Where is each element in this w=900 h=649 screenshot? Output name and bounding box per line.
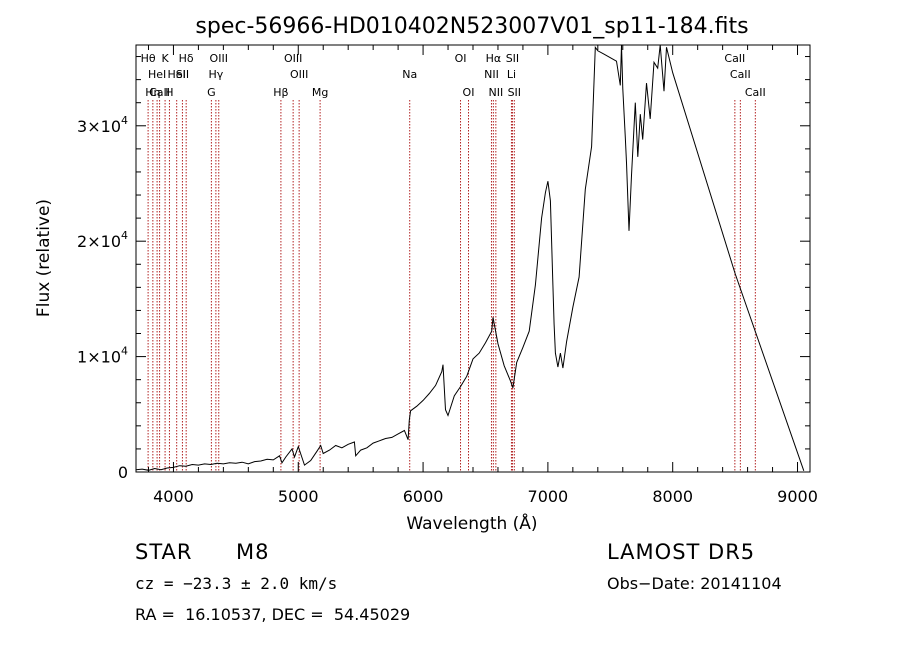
marker-label: OI [455,52,467,65]
coordinates: RA = 16.10537, DEC = 54.45029 [135,605,411,624]
observation-date: Obs−Date: 20141104 [607,574,782,593]
marker-label: Hη [145,86,160,99]
emission-line-markers: HθHηHeICaIIKHHeISIIHδGHγOIIIHβOIIIOIIIMg… [141,52,766,472]
marker-label: Hγ [208,68,223,81]
marker-label: CaII [724,52,745,65]
marker-label: OIII [284,52,302,65]
marker-label: Hα [486,52,502,65]
marker-label: Li [507,68,516,81]
marker-label: CaII [745,86,766,99]
marker-label: SII [506,52,519,65]
marker-label: NII [484,68,499,81]
marker-label: Na [402,68,417,81]
marker-label: G [207,86,216,99]
marker-label: K [161,52,169,65]
y-tick-label: 0 [118,463,128,482]
marker-label: CaII [149,86,170,99]
marker-label: HeI [168,68,186,81]
marker-label: HeI [148,68,166,81]
marker-label: Hβ [273,86,288,99]
marker-label: Mg [312,86,328,99]
marker-label: OIII [210,52,228,65]
marker-label: OIII [290,68,308,81]
object-subclass: M8 [236,540,270,564]
y-tick-label: 3×104 [77,114,128,136]
marker-label: SII [508,86,521,99]
marker-label: CaII [730,68,751,81]
object-class: STAR [135,540,193,564]
plot-frame [135,44,811,473]
x-tick-label: 5000 [278,487,319,506]
marker-label: Hδ [179,52,194,65]
x-tick-label: 9000 [777,487,818,506]
x-axis-label: Wavelength (Å) [406,512,537,534]
marker-label: NII [488,86,503,99]
chart-title: spec-56966-HD010402N523007V01_sp11-184.f… [195,14,748,39]
x-tick-label: 8000 [652,487,693,506]
y-tick-label: 2×104 [77,229,128,251]
redshift-velocity: cz = −23.3 ± 2.0 km/s [135,574,338,593]
marker-label: SII [176,68,189,81]
axis-ticks [136,45,810,473]
survey-name: LAMOST DR5 [607,540,756,564]
y-tick-labels: 0 1×104 2×104 3×104 [77,114,128,482]
marker-label: OI [463,86,475,99]
y-tick-label: 1×104 [77,345,128,367]
x-tick-label: 6000 [403,487,444,506]
x-tick-label: 7000 [528,487,569,506]
x-tick-label: 4000 [153,487,194,506]
marker-label: Hθ [141,52,156,65]
x-tick-labels: 4000 5000 6000 7000 8000 9000 [153,487,818,506]
spectrum-line [135,44,805,471]
marker-label: H [165,86,173,99]
y-axis-label: Flux (relative) [34,199,54,317]
